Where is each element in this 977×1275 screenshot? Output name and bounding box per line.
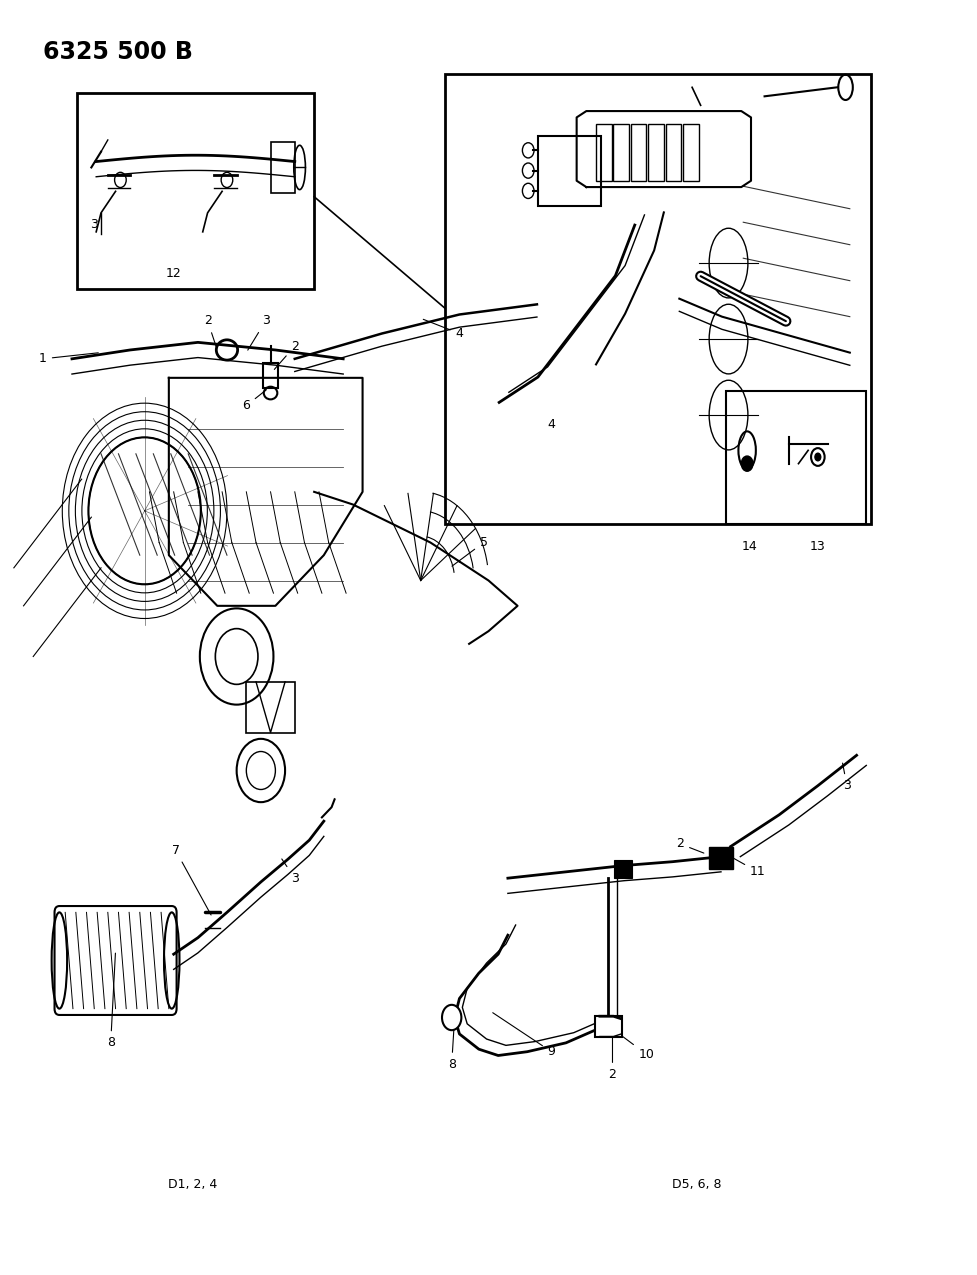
Bar <box>615 861 632 878</box>
Bar <box>683 124 699 181</box>
Text: D1, 2, 4: D1, 2, 4 <box>168 1178 218 1191</box>
Circle shape <box>331 780 345 798</box>
Bar <box>726 390 867 524</box>
Circle shape <box>815 453 821 460</box>
Text: 8: 8 <box>447 1020 455 1071</box>
Bar <box>649 124 663 181</box>
Bar <box>263 362 278 388</box>
Text: 2: 2 <box>275 339 299 370</box>
Bar <box>77 93 315 289</box>
Bar <box>596 124 612 181</box>
Text: 11: 11 <box>733 858 766 878</box>
Bar <box>271 142 295 193</box>
Text: 6: 6 <box>242 390 267 412</box>
Text: 9: 9 <box>492 1012 555 1058</box>
Text: 2: 2 <box>609 1033 616 1081</box>
Bar <box>631 124 647 181</box>
Text: 3: 3 <box>248 315 270 351</box>
Text: 12: 12 <box>166 268 182 280</box>
Text: 4: 4 <box>547 418 555 431</box>
Text: 6325 500 B: 6325 500 B <box>43 40 192 64</box>
Circle shape <box>742 456 753 472</box>
Bar <box>538 136 601 207</box>
Text: D5, 6, 8: D5, 6, 8 <box>672 1178 721 1191</box>
Bar <box>614 124 629 181</box>
Text: 4: 4 <box>423 319 463 340</box>
Bar <box>709 847 733 870</box>
Text: 3: 3 <box>842 764 851 792</box>
Text: 14: 14 <box>743 539 758 553</box>
Text: 3: 3 <box>90 218 99 231</box>
Bar <box>595 1016 622 1037</box>
Text: 3: 3 <box>281 859 299 885</box>
Text: 10: 10 <box>621 1035 655 1061</box>
Text: 2: 2 <box>203 315 216 347</box>
Bar <box>246 682 295 733</box>
Text: 5: 5 <box>452 536 488 566</box>
Text: 13: 13 <box>810 539 826 553</box>
Circle shape <box>442 1005 461 1030</box>
Text: 1: 1 <box>39 352 99 366</box>
Text: 2: 2 <box>676 838 703 853</box>
Bar <box>445 74 871 524</box>
Text: 8: 8 <box>106 954 115 1049</box>
Bar <box>665 124 681 181</box>
Text: 7: 7 <box>172 844 211 915</box>
